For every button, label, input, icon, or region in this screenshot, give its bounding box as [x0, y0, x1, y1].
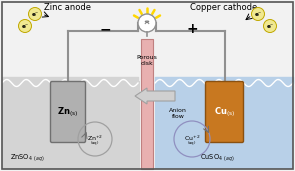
Bar: [155, 2, 293, 169]
Text: Zinc anode: Zinc anode: [45, 3, 91, 12]
Text: −: −: [99, 22, 111, 36]
Circle shape: [263, 19, 276, 32]
Bar: [2, 2, 140, 169]
Text: Cu$^{+2}$: Cu$^{+2}$: [184, 133, 200, 143]
Bar: [155, 81, 293, 169]
Text: Zn$_{\sf(s)}$: Zn$_{\sf(s)}$: [57, 105, 79, 119]
Text: $_{\sf(aq)}$: $_{\sf(aq)}$: [187, 140, 197, 148]
Text: CuSO$_4$ $_{(aq)}$: CuSO$_4$ $_{(aq)}$: [200, 152, 235, 163]
Bar: [141, 39, 153, 169]
Text: +: +: [186, 22, 198, 36]
Text: Zn$^{+2}$: Zn$^{+2}$: [87, 133, 103, 143]
Circle shape: [252, 8, 265, 21]
Text: Porous
disk: Porous disk: [137, 55, 158, 66]
Text: Anion
flow: Anion flow: [169, 108, 187, 119]
FancyArrow shape: [135, 88, 175, 104]
FancyBboxPatch shape: [50, 82, 86, 142]
Text: e⁻: e⁻: [32, 11, 39, 16]
Circle shape: [138, 14, 156, 32]
Text: e⁻: e⁻: [22, 23, 29, 29]
Text: Cu$_{\sf(s)}$: Cu$_{\sf(s)}$: [214, 105, 235, 119]
Circle shape: [19, 19, 32, 32]
Text: Copper cathode: Copper cathode: [190, 3, 258, 12]
Circle shape: [29, 8, 42, 21]
Text: e⁻: e⁻: [266, 23, 273, 29]
FancyBboxPatch shape: [206, 82, 243, 142]
Text: e⁻: e⁻: [254, 11, 262, 16]
Bar: [2, 81, 140, 169]
Text: ZnSO$_4$ $_{(aq)}$: ZnSO$_4$ $_{(aq)}$: [10, 152, 45, 163]
Text: $_{\sf(aq)}$: $_{\sf(aq)}$: [90, 140, 100, 148]
